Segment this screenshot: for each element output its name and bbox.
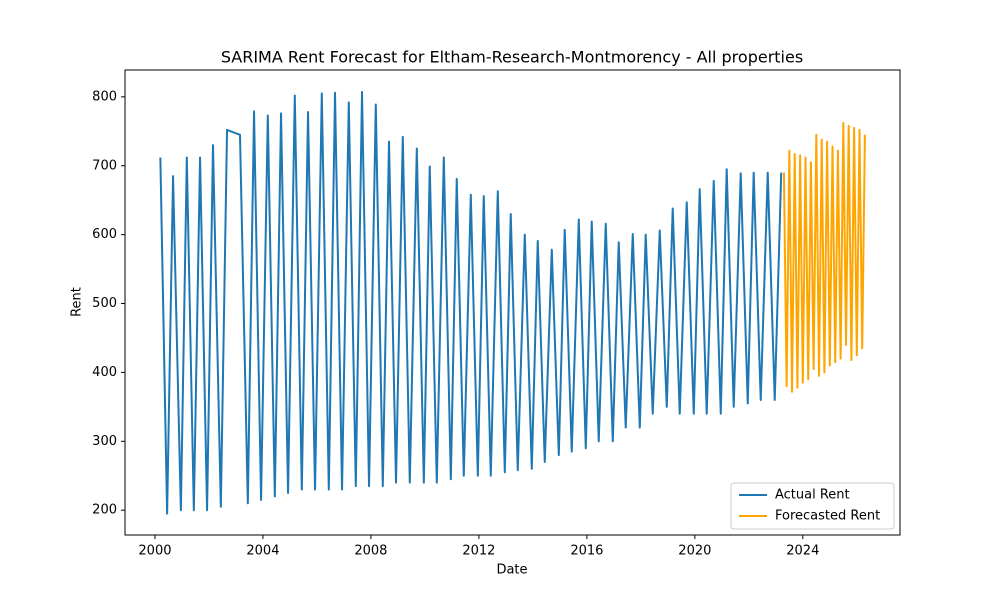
y-tick-label: 300 — [92, 434, 117, 449]
plot-frame — [124, 69, 901, 536]
legend-box — [730, 482, 895, 530]
y-tick-label: 800 — [92, 89, 117, 104]
x-axis-label: Date — [496, 563, 527, 578]
x-tick-label: 2016 — [570, 544, 603, 559]
x-tick-label: 2000 — [138, 544, 171, 559]
legend-label: Actual Rent — [775, 488, 850, 503]
x-tick-label: 2004 — [246, 544, 279, 559]
x-tick-label: 2020 — [678, 544, 711, 559]
y-tick-label: 400 — [92, 365, 117, 380]
x-tick-label: 2008 — [354, 544, 387, 559]
legend-label: Forecasted Rent — [775, 509, 880, 524]
x-tick-label: 2024 — [786, 544, 819, 559]
y-tick-label: 600 — [92, 227, 117, 242]
series-line — [159, 91, 783, 515]
chart-title: SARIMA Rent Forecast for Eltham-Research… — [221, 48, 803, 67]
y-tick-label: 700 — [92, 158, 117, 173]
y-tick-label: 200 — [92, 503, 117, 518]
y-tick-label: 500 — [92, 296, 117, 311]
y-axis-label: Rent — [70, 287, 85, 317]
x-tick-label: 2012 — [462, 544, 495, 559]
series-line — [782, 122, 866, 393]
